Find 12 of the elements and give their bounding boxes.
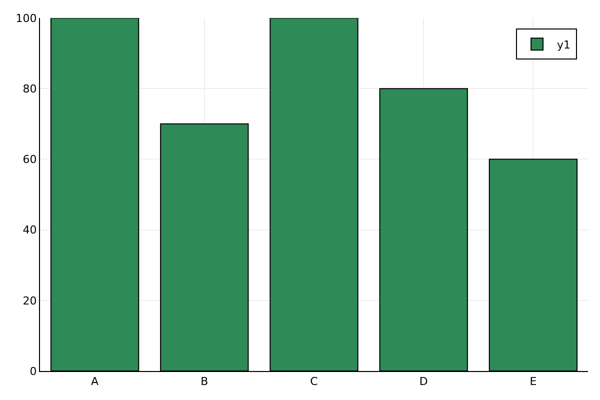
x-tick-label: D xyxy=(419,375,428,388)
x-tick-label: A xyxy=(91,375,100,388)
y-tick-label: 60 xyxy=(22,153,37,166)
y-tick-label: 100 xyxy=(16,12,37,25)
y-tick-label: 20 xyxy=(22,294,37,308)
x-tick-label: E xyxy=(530,375,537,388)
y-tick-label: 80 xyxy=(22,82,37,96)
y-tick-label: 0 xyxy=(30,364,37,378)
y-tick-label: 40 xyxy=(22,224,37,237)
x-tick-label: B xyxy=(200,375,208,388)
x-tick-label: C xyxy=(310,375,318,388)
legend-label: y1 xyxy=(557,38,571,52)
